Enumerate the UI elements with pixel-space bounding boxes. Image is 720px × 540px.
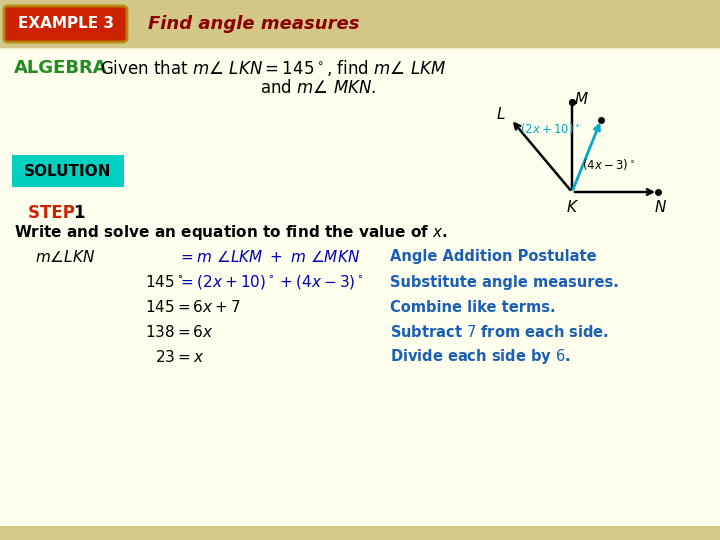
- Text: Divide each side by $6$.: Divide each side by $6$.: [390, 348, 571, 367]
- Text: $(2x + 10)^\circ$: $(2x + 10)^\circ$: [520, 120, 580, 136]
- Text: $138 = 6x$: $138 = 6x$: [145, 324, 214, 340]
- Text: $= m\ \angle LKM\ +\ m\ \angle MKN$: $= m\ \angle LKM\ +\ m\ \angle MKN$: [178, 249, 360, 265]
- Text: and $m\angle\ MKN$.: and $m\angle\ MKN$.: [260, 79, 377, 97]
- Text: $145 = 6x + 7$: $145 = 6x + 7$: [145, 299, 240, 315]
- Text: Write and solve an equation to find the value of $x$.: Write and solve an equation to find the …: [14, 224, 448, 242]
- Text: M: M: [575, 92, 588, 107]
- FancyBboxPatch shape: [12, 155, 124, 187]
- Text: Substitute angle measures.: Substitute angle measures.: [390, 274, 619, 289]
- Text: Angle Addition Postulate: Angle Addition Postulate: [390, 249, 597, 265]
- Text: $m\angle LKN$: $m\angle LKN$: [35, 249, 95, 265]
- Text: 1: 1: [73, 204, 84, 222]
- Text: N: N: [654, 199, 666, 214]
- Text: STEP: STEP: [28, 204, 81, 222]
- Text: Given that $m\angle\ LKN =145^\circ$, find $m\angle\ LKM$: Given that $m\angle\ LKN =145^\circ$, fi…: [100, 58, 446, 78]
- Text: $145^\circ$: $145^\circ$: [145, 274, 184, 290]
- Text: L: L: [497, 107, 505, 122]
- Text: Subtract $7$ from each side.: Subtract $7$ from each side.: [390, 324, 609, 340]
- Text: $= (2x + 10)^\circ + (4x - 3)^\circ$: $= (2x + 10)^\circ + (4x - 3)^\circ$: [178, 273, 364, 291]
- Text: $23 = x$: $23 = x$: [155, 349, 204, 365]
- Text: $(4x - 3)^\circ$: $(4x - 3)^\circ$: [582, 157, 635, 172]
- Text: EXAMPLE 3: EXAMPLE 3: [17, 17, 114, 31]
- FancyBboxPatch shape: [4, 6, 127, 42]
- Text: SOLUTION: SOLUTION: [24, 164, 112, 179]
- Text: K: K: [567, 199, 577, 214]
- Text: Combine like terms.: Combine like terms.: [390, 300, 556, 314]
- Text: ALGEBRA: ALGEBRA: [14, 59, 107, 77]
- Text: Find angle measures: Find angle measures: [148, 15, 359, 33]
- Bar: [0, 526, 720, 540]
- Bar: [0, 0, 720, 48]
